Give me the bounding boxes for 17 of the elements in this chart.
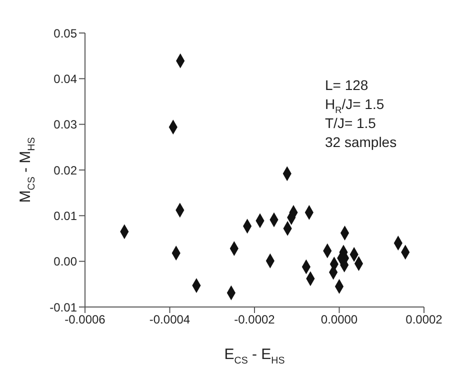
x-axis-title: E$_{CS}$ - E$_{HS}$ <box>224 346 286 366</box>
y-tick-label: 0.05 <box>54 26 78 40</box>
y-tick-label: 0.03 <box>54 118 78 132</box>
annotation: 32 samples <box>325 134 397 150</box>
y-tick-label: 0.04 <box>54 72 78 86</box>
y-tick-label: 0.00 <box>54 254 78 269</box>
annotation: T/J= 1.5 <box>325 115 376 131</box>
x-tick-label: 0.0002 <box>406 312 443 327</box>
x-tick-label: -0.0002 <box>234 312 276 327</box>
y-tick-label: 0.02 <box>54 163 78 178</box>
y-tick-label: -0.01 <box>50 300 78 314</box>
x-tick-label: -0.0004 <box>149 312 190 327</box>
annotation: H$_{R}$/J= 1.5 <box>325 96 384 116</box>
x-tick-label: 0.0000 <box>320 312 358 327</box>
x-tick-label: -0.0006 <box>64 312 106 327</box>
y-tick-label: 0.01 <box>54 208 78 223</box>
annotation: L= 128 <box>325 77 368 93</box>
